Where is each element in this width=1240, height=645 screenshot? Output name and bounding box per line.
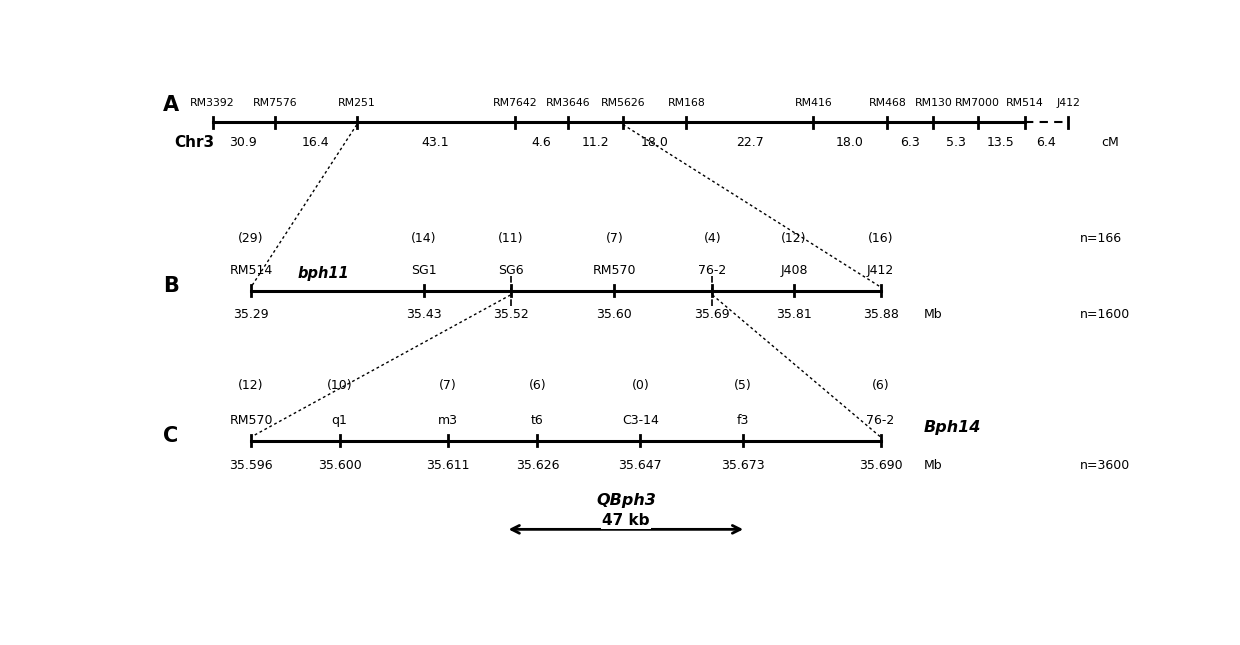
Text: n=166: n=166 xyxy=(1080,232,1122,245)
Text: 35.600: 35.600 xyxy=(317,459,361,472)
Text: 6.4: 6.4 xyxy=(1035,137,1055,150)
Text: (10): (10) xyxy=(326,379,352,392)
Text: 18.0: 18.0 xyxy=(641,137,668,150)
Text: 35.29: 35.29 xyxy=(233,308,269,321)
Text: (12): (12) xyxy=(781,232,807,245)
Text: (6): (6) xyxy=(872,379,889,392)
Text: 35.43: 35.43 xyxy=(407,308,441,321)
Text: 13.5: 13.5 xyxy=(987,137,1014,150)
Text: f3: f3 xyxy=(737,414,749,427)
Text: m3: m3 xyxy=(438,414,458,427)
Text: 35.673: 35.673 xyxy=(722,459,765,472)
Text: Bph14: Bph14 xyxy=(924,420,981,435)
Text: RM130: RM130 xyxy=(914,98,952,108)
Text: RM5626: RM5626 xyxy=(600,98,645,108)
Text: q1: q1 xyxy=(331,414,347,427)
Text: B: B xyxy=(162,276,179,296)
Text: (4): (4) xyxy=(703,232,722,245)
Text: A: A xyxy=(162,95,179,115)
Text: Mb: Mb xyxy=(924,308,942,321)
Text: 5.3: 5.3 xyxy=(946,137,966,150)
Text: (0): (0) xyxy=(631,379,650,392)
Text: n=1600: n=1600 xyxy=(1080,308,1130,321)
Text: 35.52: 35.52 xyxy=(492,308,528,321)
Text: RM570: RM570 xyxy=(229,414,273,427)
Text: n=3600: n=3600 xyxy=(1080,459,1130,472)
Text: RM7000: RM7000 xyxy=(955,98,1001,108)
Text: 35.626: 35.626 xyxy=(516,459,559,472)
Text: RM168: RM168 xyxy=(667,98,706,108)
Text: 43.1: 43.1 xyxy=(422,137,449,150)
Text: RM514: RM514 xyxy=(229,264,273,277)
Text: 18.0: 18.0 xyxy=(836,137,864,150)
Text: RM514: RM514 xyxy=(1006,98,1044,108)
Text: RM416: RM416 xyxy=(795,98,832,108)
Text: 30.9: 30.9 xyxy=(229,137,257,150)
Text: C3-14: C3-14 xyxy=(622,414,658,427)
Text: 35.611: 35.611 xyxy=(427,459,470,472)
Text: 11.2: 11.2 xyxy=(582,137,609,150)
Text: 76-2: 76-2 xyxy=(698,264,727,277)
Text: (29): (29) xyxy=(238,232,264,245)
Text: RM7642: RM7642 xyxy=(494,98,538,108)
Text: 35.69: 35.69 xyxy=(694,308,730,321)
Text: RM3646: RM3646 xyxy=(546,98,590,108)
Text: bph11: bph11 xyxy=(298,266,348,281)
Text: RM468: RM468 xyxy=(868,98,906,108)
Text: SG6: SG6 xyxy=(497,264,523,277)
Text: J412: J412 xyxy=(867,264,894,277)
Text: Chr3: Chr3 xyxy=(174,135,215,150)
Text: SG1: SG1 xyxy=(412,264,436,277)
Text: 6.3: 6.3 xyxy=(900,137,920,150)
Text: (7): (7) xyxy=(605,232,624,245)
Text: (11): (11) xyxy=(497,232,523,245)
Text: J412: J412 xyxy=(1056,98,1080,108)
Text: QBph3: QBph3 xyxy=(596,493,656,508)
Text: t6: t6 xyxy=(531,414,544,427)
Text: RM251: RM251 xyxy=(339,98,376,108)
Text: C: C xyxy=(162,426,177,446)
Text: 35.60: 35.60 xyxy=(596,308,632,321)
Text: 22.7: 22.7 xyxy=(737,137,764,150)
Text: 76-2: 76-2 xyxy=(867,414,895,427)
Text: 4.6: 4.6 xyxy=(532,137,552,150)
Text: Mb: Mb xyxy=(924,459,942,472)
Text: 35.596: 35.596 xyxy=(229,459,273,472)
Text: (12): (12) xyxy=(238,379,264,392)
Text: RM7576: RM7576 xyxy=(253,98,298,108)
Text: 35.647: 35.647 xyxy=(619,459,662,472)
Text: RM3392: RM3392 xyxy=(191,98,234,108)
Text: 47 kb: 47 kb xyxy=(603,513,650,528)
Text: (7): (7) xyxy=(439,379,458,392)
Text: (14): (14) xyxy=(412,232,436,245)
Text: (5): (5) xyxy=(734,379,751,392)
Text: (6): (6) xyxy=(528,379,547,392)
Text: 35.88: 35.88 xyxy=(863,308,899,321)
Text: cM: cM xyxy=(1101,137,1120,150)
Text: (16): (16) xyxy=(868,232,893,245)
Text: 35.81: 35.81 xyxy=(776,308,812,321)
Text: 35.690: 35.690 xyxy=(859,459,903,472)
Text: 16.4: 16.4 xyxy=(301,137,330,150)
Text: RM570: RM570 xyxy=(593,264,636,277)
Text: J408: J408 xyxy=(780,264,807,277)
